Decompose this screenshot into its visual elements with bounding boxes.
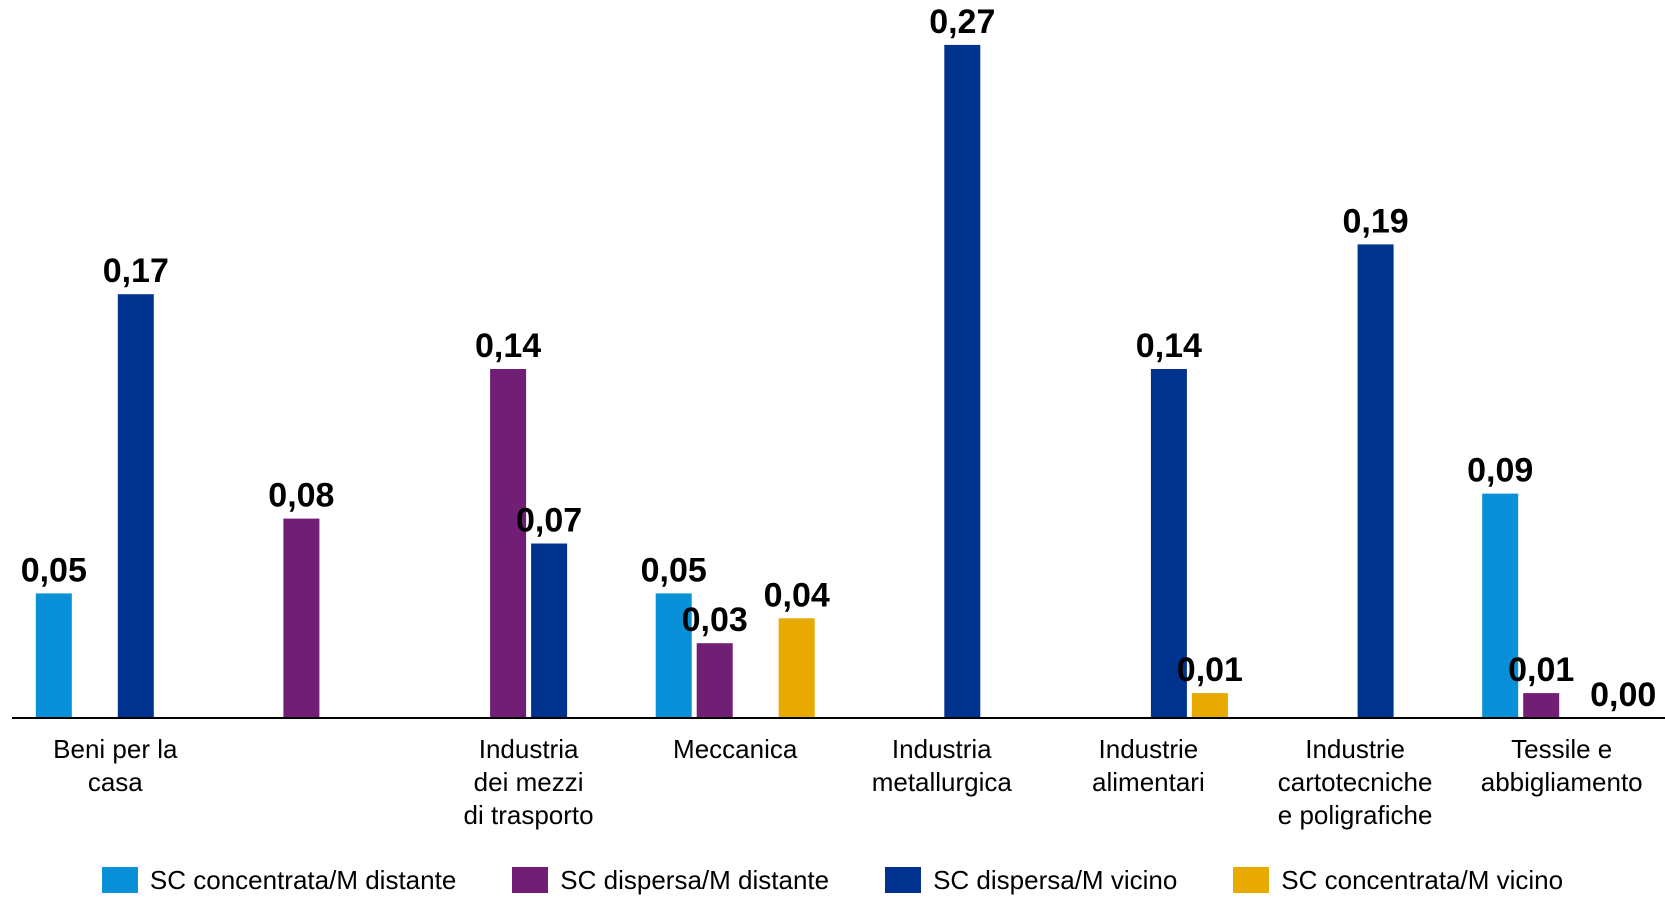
- bar-8-series-1: [1482, 493, 1519, 718]
- bar-8-series-2: [1523, 693, 1560, 718]
- legend-swatch-1: [101, 867, 138, 893]
- value-label-1-series-1: 0,05: [21, 551, 87, 589]
- bar-6-series-4: [1191, 693, 1228, 718]
- category-label-5-line-1: Industria: [892, 734, 992, 764]
- bar-6-series-3: [1150, 369, 1187, 718]
- category-label-1-line-2: casa: [88, 767, 143, 797]
- legend-swatch-3: [885, 867, 922, 893]
- category-label-7-line-3: e poligrafiche: [1278, 800, 1433, 830]
- category-label-6-line-1: Industrie: [1099, 734, 1199, 764]
- category-label-6: Industrie alimentari: [1092, 734, 1205, 797]
- legend-label-4: SC concentrata/M vicino: [1281, 864, 1564, 895]
- bar-1-series-1: [35, 593, 72, 718]
- value-label-6-series-4: 0,01: [1177, 651, 1243, 689]
- category-label-5: Industria metallurgica: [872, 734, 1013, 797]
- bar-1-series-3: [117, 294, 154, 718]
- value-label-8-series-2: 0,01: [1508, 651, 1574, 689]
- legend-item-4: SC concentrata/M vicino: [1233, 865, 1563, 896]
- legend: SC concentrata/M distante SC dispersa/M …: [0, 860, 1665, 900]
- value-label-4-series-2: 0,03: [682, 601, 748, 639]
- category-label-4-line-1: Meccanica: [673, 734, 798, 764]
- category-label-3-line-1: Industria: [479, 734, 579, 764]
- category-label-6-line-2: alimentari: [1092, 767, 1205, 797]
- bar-2-series-2: [283, 518, 320, 718]
- value-label-1-series-3: 0,17: [103, 252, 169, 290]
- value-label-2-series-2: 0,08: [268, 477, 334, 515]
- category-label-1-line-1: Beni per la: [53, 734, 178, 764]
- category-label-4: Meccanica: [673, 734, 798, 764]
- category-label-5-line-2: metallurgica: [872, 767, 1013, 797]
- legend-item-2: SC dispersa/M distante: [512, 865, 829, 896]
- value-label-6-series-3: 0,14: [1136, 327, 1202, 365]
- category-label-8-line-1: Tessile e: [1511, 734, 1612, 764]
- value-label-8-series-1: 0,09: [1467, 452, 1533, 490]
- legend-label-1: SC concentrata/M distante: [149, 864, 457, 895]
- legend-item-1: SC concentrata/M distante: [101, 864, 457, 896]
- category-label-3: Industria dei mezzi di trasporto: [464, 734, 594, 830]
- value-label-4-series-4: 0,04: [764, 576, 830, 614]
- legend-label-2: SC dispersa/M distante: [560, 864, 830, 895]
- bar-4-series-4: [778, 618, 815, 718]
- value-label-7-series-3: 0,19: [1343, 202, 1409, 240]
- value-label-8-series-4: 0,00: [1590, 676, 1656, 714]
- bar-4-series-1: [655, 593, 692, 718]
- value-label-3-series-2: 0,14: [475, 327, 541, 365]
- category-label-3-line-3: di trasporto: [464, 800, 594, 830]
- legend-label-3: SC dispersa/M vicino: [933, 864, 1178, 895]
- legend-swatch-4: [1233, 867, 1270, 893]
- category-label-7: Industrie cartotecniche e poligrafiche: [1278, 734, 1433, 830]
- bar-5-series-3: [944, 44, 981, 718]
- bar-3-series-2: [490, 369, 527, 718]
- bar-7-series-3: [1357, 244, 1394, 718]
- value-label-5-series-3: 0,27: [929, 3, 995, 41]
- category-label-3-line-2: dei mezzi: [474, 767, 584, 797]
- legend-item-3: SC dispersa/M vicino: [885, 865, 1177, 896]
- category-label-7-line-1: Industrie: [1305, 734, 1405, 764]
- category-label-8: Tessile e abbigliamento: [1481, 734, 1643, 797]
- bar-4-series-2: [696, 643, 733, 718]
- category-label-7-line-2: cartotecniche: [1278, 767, 1433, 797]
- legend-swatch-2: [512, 867, 549, 893]
- category-label-8-line-2: abbigliamento: [1481, 767, 1643, 797]
- category-label-1: Beni per la casa: [53, 734, 178, 797]
- value-labels-layer: 0,05 0,17 0,08 0,14 0,07 0,05 0,03 0,04 0,27 0,14…: [21, 3, 1657, 714]
- value-label-4-series-1: 0,05: [641, 551, 707, 589]
- bar-3-series-3: [531, 543, 568, 718]
- bars-layer: [35, 44, 1560, 718]
- value-label-3-series-3: 0,07: [516, 502, 582, 540]
